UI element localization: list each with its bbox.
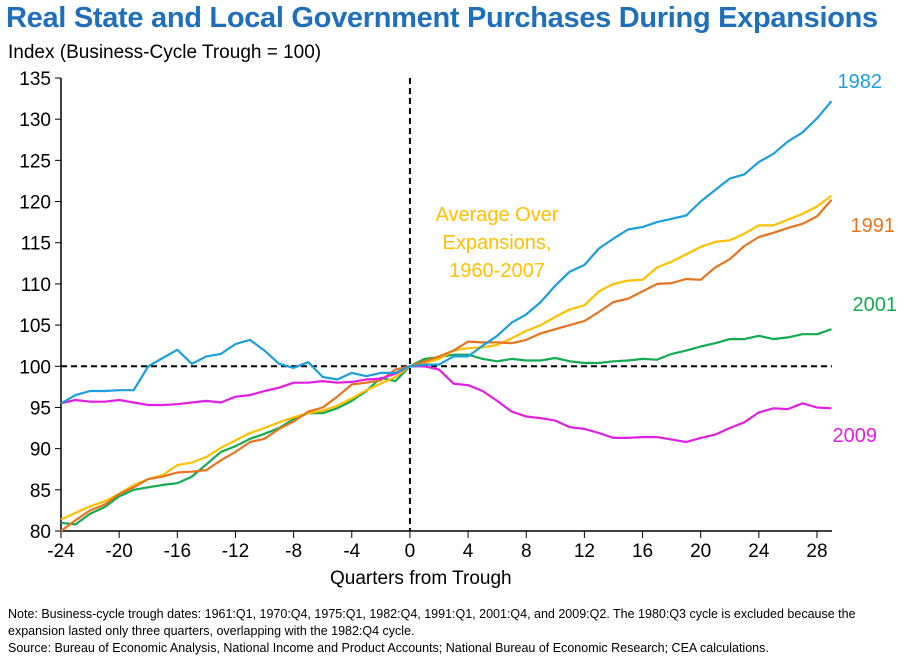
y-tick-label: 80 — [30, 522, 51, 543]
x-tick-label: 4 — [463, 541, 474, 562]
average-series-label: Expansions, — [443, 232, 552, 254]
y-tick-label: 135 — [19, 69, 51, 90]
y-tick-label: 85 — [30, 481, 51, 502]
note-line: Source: Bureau of Economic Analysis, Nat… — [8, 641, 769, 655]
y-tick-label: 125 — [19, 151, 51, 172]
y-tick-label: 110 — [21, 275, 51, 296]
series-line-1991 — [60, 199, 833, 532]
x-tick-label: 8 — [521, 541, 532, 562]
y-tick-label: 130 — [19, 110, 51, 131]
x-tick-label: -20 — [105, 541, 132, 562]
note-line: expansion lasted only three quarters, ov… — [8, 624, 415, 638]
x-tick-label: 12 — [574, 541, 595, 562]
x-tick-label: -24 — [47, 541, 75, 562]
x-tick-label: 0 — [405, 541, 416, 562]
series-line-2001 — [60, 328, 832, 526]
y-tick-label: 120 — [19, 193, 51, 214]
y-tick-label: 95 — [30, 398, 51, 419]
x-tick-label: -12 — [222, 541, 249, 562]
y-tick-label: 90 — [30, 440, 51, 461]
series-line-2009 — [60, 365, 832, 444]
series-label-1982: 1982 — [838, 71, 883, 93]
average-series-label: 1960-2007 — [449, 260, 545, 282]
x-tick-label: 28 — [806, 541, 827, 562]
x-tick-label: -8 — [285, 541, 302, 562]
series-label-2001: 2001 — [853, 294, 898, 316]
x-tick-label: -16 — [164, 541, 191, 562]
x-tick-label: -4 — [343, 541, 360, 562]
chart-title: Real State and Local Government Purchase… — [6, 2, 878, 34]
y-tick-label: 100 — [19, 357, 51, 378]
series-label-2009: 2009 — [833, 425, 878, 447]
x-tick-label: 20 — [690, 541, 711, 562]
series-line-average — [60, 194, 833, 521]
y-tick-label: 115 — [21, 234, 51, 255]
y-tick-label: 105 — [19, 316, 51, 337]
footnote: Note: Business-cycle trough dates: 1961:… — [8, 606, 908, 657]
y-axis-label: Index (Business-Cycle Trough = 100) — [8, 42, 322, 63]
series-label-1991: 1991 — [851, 215, 896, 237]
note-line: Note: Business-cycle trough dates: 1961:… — [8, 607, 856, 621]
x-axis-label: Quarters from Trough — [330, 568, 512, 589]
series-line-1982 — [60, 100, 833, 405]
x-tick-label: 16 — [632, 541, 653, 562]
average-series-label: Average Over — [435, 204, 558, 226]
x-tick-label: 24 — [748, 541, 770, 562]
